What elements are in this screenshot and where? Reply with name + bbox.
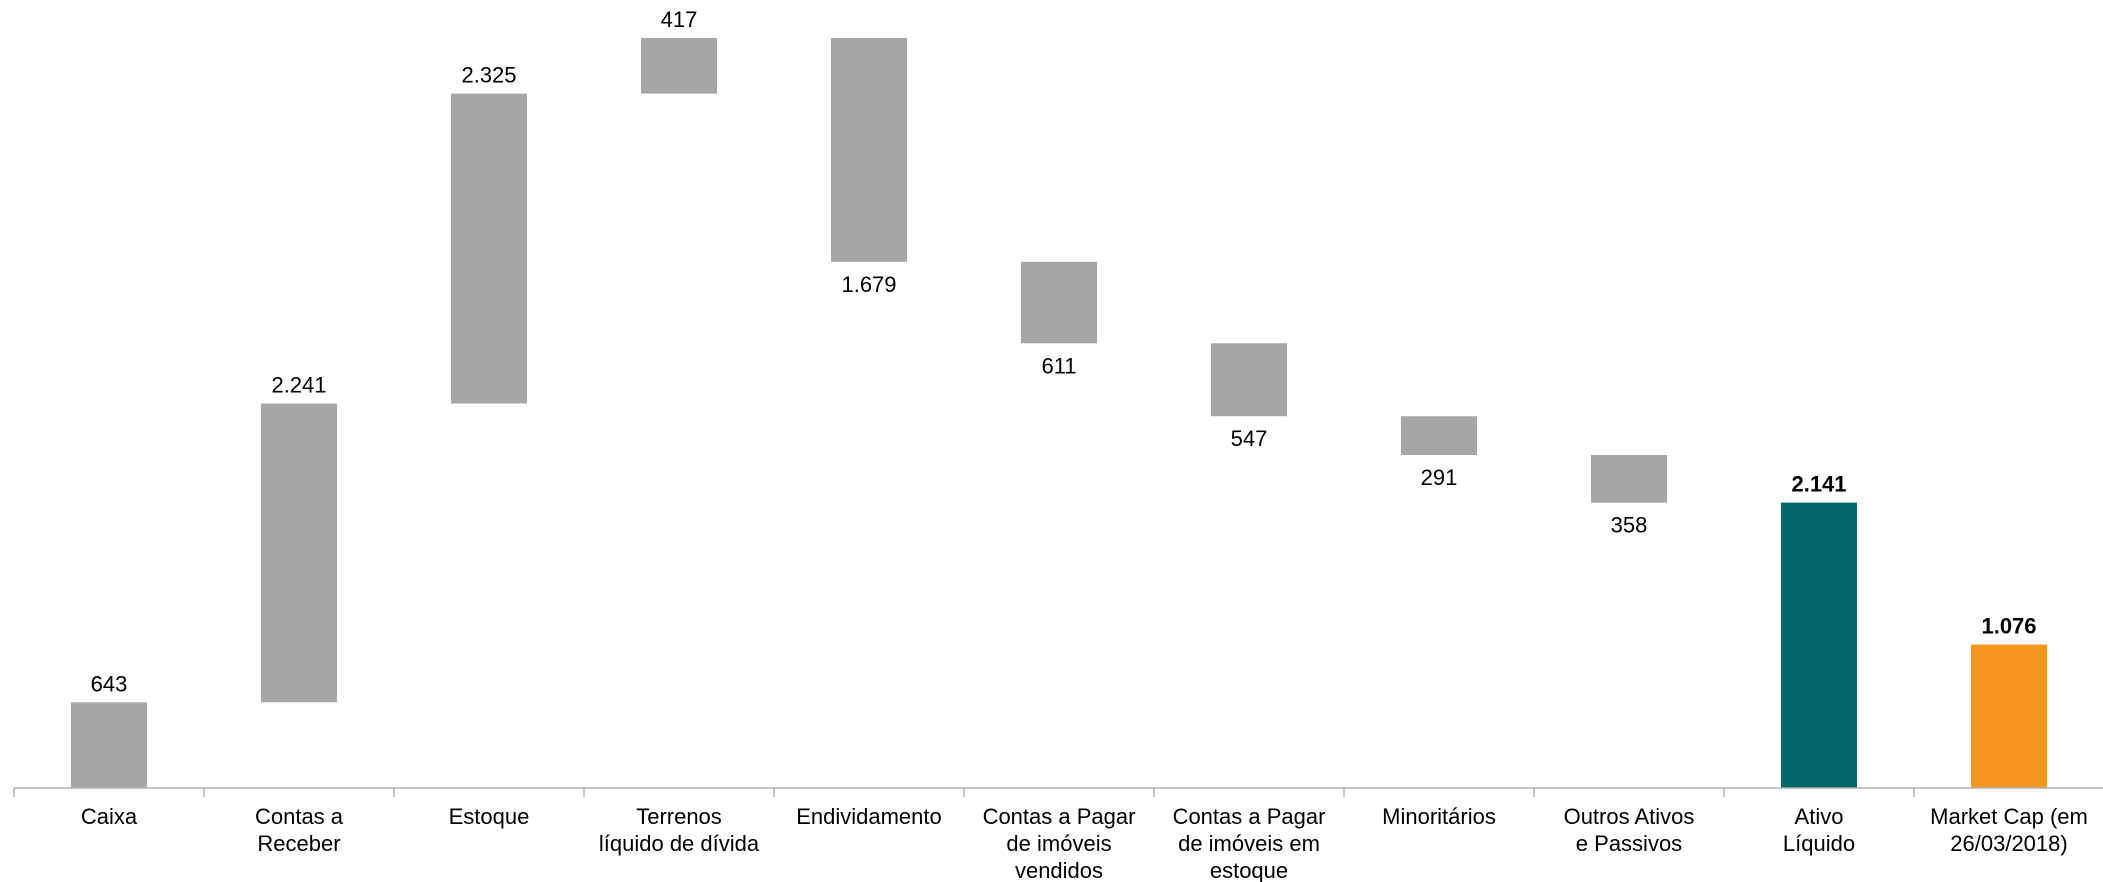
category-label-7: Contas a Pagar de imóveis em estoque [1173,804,1326,882]
data-label-7: 547 [1231,426,1268,451]
category-label-4: Terrenos líquido de dívida [599,804,760,856]
category-label-line: Caixa [81,804,138,829]
bar-7 [1211,343,1287,417]
category-label-line: estoque [1210,858,1288,882]
category-label-6: Contas a Pagar de imóveis vendidos [983,804,1136,882]
category-label-line: Receber [257,831,340,856]
bar-6 [1021,261,1097,344]
x-axis [13,787,2103,797]
data-label-2: 2.241 [271,373,326,398]
category-label-1: Caixa [81,804,138,829]
data-label-5: 1.679 [841,272,896,297]
category-label-11: Market Cap (em 26/03/2018) [1930,804,2088,856]
category-label-line: Ativo [1795,804,1844,829]
category-label-line: vendidos [1015,858,1103,882]
bar-5 [831,38,907,262]
category-label-line: e Passivos [1576,831,1682,856]
bar-group [71,38,2047,788]
bar-4 [641,38,717,94]
bar-8 [1401,416,1477,455]
data-label-6: 611 [1041,353,1076,378]
bar-11 [1971,644,2047,788]
bar-2 [261,403,337,703]
category-label-line: Minoritários [1382,804,1496,829]
category-label-10: Ativo Líquido [1783,804,1855,856]
category-label-2: Contas a Receber [255,804,344,856]
category-label-line: Market Cap (em [1930,804,2088,829]
bar-9 [1591,454,1667,503]
category-label-line: de imóveis em [1178,831,1320,856]
category-label-8: Minoritários [1382,804,1496,829]
category-label-line: Contas a Pagar [1173,804,1326,829]
category-label-line: de imóveis [1006,831,1111,856]
category-label-line: Contas a [255,804,344,829]
data-label-9: 358 [1611,513,1648,538]
category-label-line: Contas a Pagar [983,804,1136,829]
category-label-5: Endividamento [796,804,942,829]
data-label-11: 1.076 [1981,614,2036,639]
data-label-4: 417 [661,7,698,32]
category-label-group: Caixa Contas a Receber Estoque Terrenos líqui… [81,804,2088,882]
category-label-line: Outros Ativos [1564,804,1695,829]
bar-10 [1781,502,1857,788]
category-label-line: 26/03/2018) [1950,831,2067,856]
data-label-1: 643 [91,671,128,696]
category-label-line: líquido de dívida [599,831,760,856]
data-label-3: 2.325 [461,63,516,88]
category-label-9: Outros Ativos e Passivos [1564,804,1695,856]
value-label-group: 643 2.241 2.325 417 1.679 611 547 291 358 2.141 1.… [91,7,2037,696]
category-label-line: Líquido [1783,831,1855,856]
data-label-10: 2.141 [1791,472,1846,497]
bar-1 [71,702,147,788]
data-label-8: 291 [1421,465,1458,490]
category-label-3: Estoque [449,804,530,829]
category-label-line: Terrenos [636,804,722,829]
category-label-line: Endividamento [796,804,942,829]
bar-3 [451,93,527,404]
category-label-line: Estoque [449,804,530,829]
